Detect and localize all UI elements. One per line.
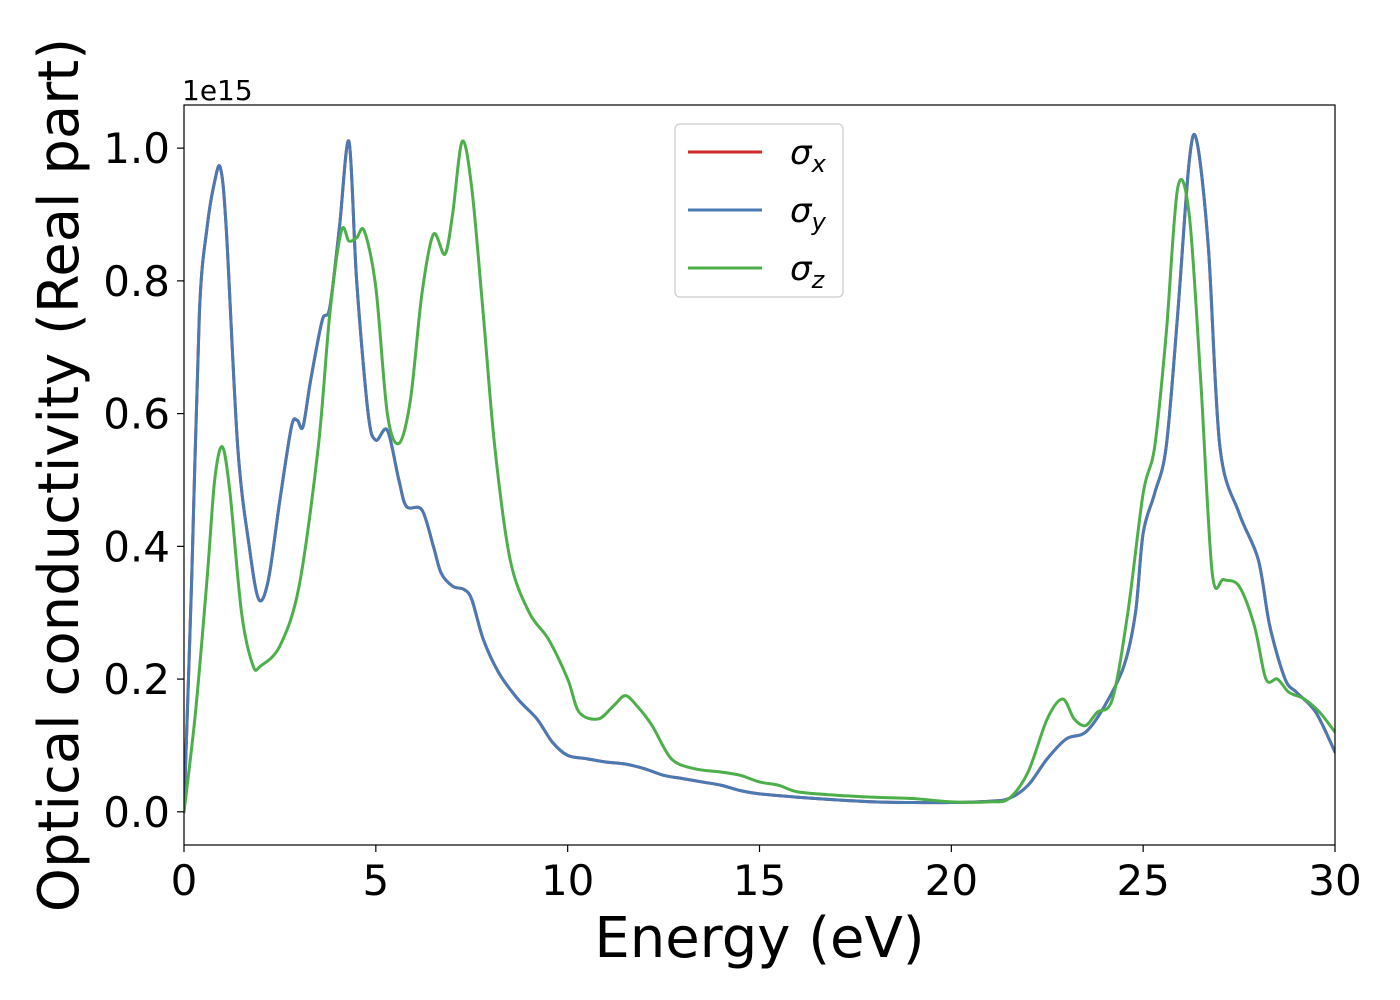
legend-subscript: y bbox=[811, 208, 827, 236]
x-axis-label: Energy (eV) bbox=[594, 906, 924, 971]
x-tick-label: 10 bbox=[541, 856, 594, 905]
series-line-z bbox=[184, 139, 1335, 814]
y-tick-label: 0.8 bbox=[103, 257, 170, 306]
y-tick-label: 1.0 bbox=[103, 124, 170, 173]
legend-label-z: σz bbox=[790, 249, 826, 294]
legend-label-x: σx bbox=[790, 133, 827, 178]
series-line-y bbox=[184, 132, 1335, 814]
x-tick-label: 15 bbox=[733, 856, 786, 905]
y-tick-label: 0.0 bbox=[103, 788, 170, 837]
y-axis-label: Optical conductivity (Real part) bbox=[27, 38, 92, 912]
y-offset-label: 1e15 bbox=[182, 74, 253, 107]
legend-subscript: z bbox=[811, 266, 826, 294]
x-tick-label: 5 bbox=[362, 856, 389, 905]
x-tick-label: 0 bbox=[171, 856, 198, 905]
series-layer bbox=[184, 132, 1335, 814]
y-tick-label: 0.4 bbox=[103, 522, 170, 571]
x-tick-label: 20 bbox=[925, 856, 978, 905]
legend-subscript: x bbox=[811, 150, 827, 178]
legend-symbol: σ bbox=[790, 133, 813, 173]
y-tick-label: 0.2 bbox=[103, 655, 170, 704]
legend-label-y: σy bbox=[790, 191, 827, 236]
axes-layer: 0 5 10 15 20 25 30 0.0 0.2 0.4 0.6 0.8 1.0 1e15 Energy… bbox=[27, 38, 1362, 971]
x-tick-label: 25 bbox=[1116, 856, 1169, 905]
legend-symbol: σ bbox=[790, 191, 813, 231]
legend-symbol: σ bbox=[790, 249, 813, 289]
y-tick-label: 0.6 bbox=[103, 390, 170, 439]
x-tick-label: 30 bbox=[1308, 856, 1361, 905]
